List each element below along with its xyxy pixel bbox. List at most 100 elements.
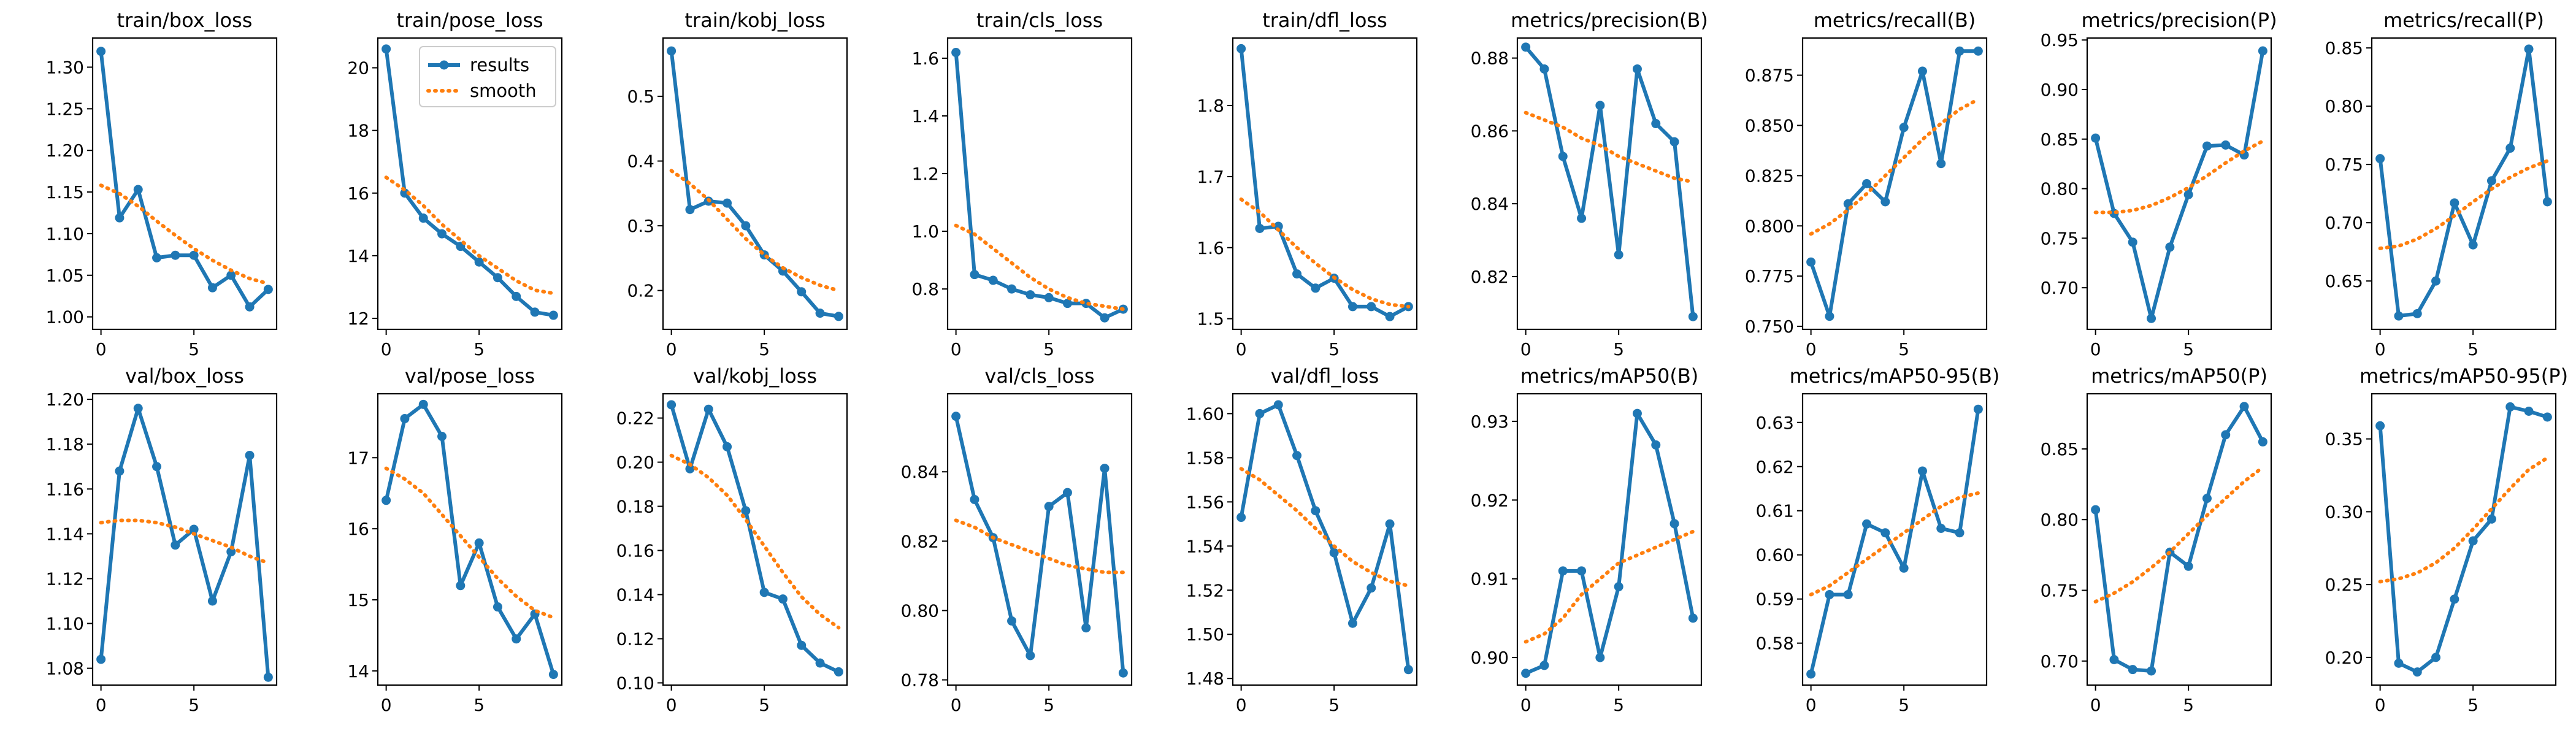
results-point <box>2128 665 2137 675</box>
results-point <box>1669 137 1679 147</box>
results-point <box>2542 412 2552 422</box>
axes-frame <box>1801 37 1988 331</box>
results-line <box>2093 49 2265 321</box>
results-point <box>2412 667 2422 677</box>
y-tick-label: 0.4 <box>627 151 654 172</box>
x-tick-label: 5 <box>473 339 485 359</box>
results-point <box>1862 519 1872 529</box>
y-tick-label: 0.75 <box>2041 581 2079 601</box>
results-point <box>970 494 979 504</box>
results-point <box>400 188 410 198</box>
y-tick-label: 1.54 <box>1186 536 1224 556</box>
results-point <box>815 658 825 668</box>
y-tick-label: 0.75 <box>2325 155 2363 175</box>
y-tick-label: 0.80 <box>2325 96 2363 117</box>
y-tick-label: 1.48 <box>1186 669 1224 689</box>
results-point <box>1688 613 1698 623</box>
y-tick-label: 0.88 <box>1471 48 1509 69</box>
y-tick-label: 17 <box>347 448 369 468</box>
y-tick-label: 0.78 <box>901 670 939 691</box>
results-point <box>1973 46 1983 56</box>
y-tick-label: 1.2 <box>911 164 939 184</box>
results-point <box>245 450 255 460</box>
results-point <box>2202 141 2212 151</box>
subplot-title: metrics/mAP50-95(B) <box>1790 364 2000 388</box>
smooth-line <box>2093 139 2265 215</box>
results-point <box>1880 528 1890 538</box>
y-tick-label: 0.8 <box>911 279 939 299</box>
y-tick-label: 0.82 <box>1471 267 1509 287</box>
x-tick-label: 0 <box>2375 695 2386 715</box>
y-tick-label: 0.84 <box>1471 194 1509 214</box>
y-tick-label: 0.80 <box>2041 179 2079 199</box>
results-point <box>1577 566 1587 576</box>
subplot-15: metrics/mAP50(B) 0 5 0.90 0.91 0.92 0.93 <box>1471 364 1703 715</box>
x-tick-label: 0 <box>96 695 107 715</box>
y-tick-label: 1.7 <box>1197 167 1224 187</box>
axes-frame <box>1232 393 1418 686</box>
results-point <box>1614 250 1623 259</box>
y-tick-label: 0.875 <box>1745 66 1794 86</box>
x-tick-label: 5 <box>759 339 770 359</box>
y-tick-label: 0.70 <box>2041 278 2079 298</box>
results-point <box>970 270 979 280</box>
results-point <box>493 602 502 612</box>
results-point <box>418 213 428 223</box>
subplot-9: metrics/recall(P) 0 5 0.65 0.70 0.75 0.80 0.85 <box>2325 9 2557 359</box>
smooth-line <box>954 223 1125 312</box>
y-tick-label: 1.4 <box>911 106 939 126</box>
results-point <box>1385 519 1395 529</box>
results-point <box>2091 133 2101 143</box>
y-tick-label: 0.775 <box>1745 266 1794 286</box>
results-point <box>1347 302 1357 312</box>
results-point <box>1255 223 1265 233</box>
y-tick-label: 0.86 <box>1471 121 1509 141</box>
y-tick-label: 1.52 <box>1186 580 1224 600</box>
results-point <box>1936 159 1946 169</box>
results-point <box>171 250 180 260</box>
axes-frame <box>1232 37 1418 331</box>
y-tick-label: 0.90 <box>1471 648 1509 668</box>
results-point <box>1558 151 1568 161</box>
results-point <box>951 48 961 58</box>
y-tick-label: 0.85 <box>2325 38 2363 58</box>
results-point <box>152 253 162 263</box>
results-point <box>115 466 125 476</box>
results-point <box>1044 293 1054 302</box>
results-point <box>2165 242 2175 252</box>
results-point <box>2468 240 2478 250</box>
y-tick-label: 12 <box>347 309 369 329</box>
results-point <box>2258 46 2267 56</box>
subplot-3: train/kobj_loss 0 5 0.2 0.3 0.4 0.5 <box>627 9 848 359</box>
results-point <box>1025 651 1035 661</box>
results-point <box>723 198 732 208</box>
smooth-line <box>1809 491 1980 597</box>
subplot-6: metrics/precision(B) 0 5 0.82 0.84 0.86 0.88 <box>1471 9 1708 359</box>
results-point <box>1614 582 1623 592</box>
results-line <box>1809 407 1980 677</box>
x-tick-label: 5 <box>1898 695 1909 715</box>
results-point <box>1825 312 1834 321</box>
x-tick-label: 5 <box>759 695 770 715</box>
y-tick-label: 0.16 <box>616 540 654 561</box>
legend-smooth-label: smooth <box>470 80 537 101</box>
axes-frame <box>2086 37 2272 331</box>
results-point <box>1100 464 1110 473</box>
results-point <box>226 270 236 280</box>
results-point <box>797 287 807 297</box>
results-point <box>96 654 106 664</box>
x-tick-label: 0 <box>381 695 392 715</box>
results-point <box>2486 514 2496 524</box>
results-point <box>2109 654 2119 664</box>
results-point <box>1539 661 1549 670</box>
axes-frame <box>2086 393 2272 686</box>
results-point <box>115 213 125 223</box>
smooth-line <box>1239 467 1411 588</box>
results-point <box>1062 299 1072 309</box>
y-tick-label: 0.12 <box>616 629 654 649</box>
y-tick-label: 1.14 <box>46 524 84 544</box>
results-point <box>1899 563 1909 573</box>
results-point <box>548 310 558 320</box>
results-point <box>1081 623 1091 633</box>
results-point <box>1880 197 1890 207</box>
